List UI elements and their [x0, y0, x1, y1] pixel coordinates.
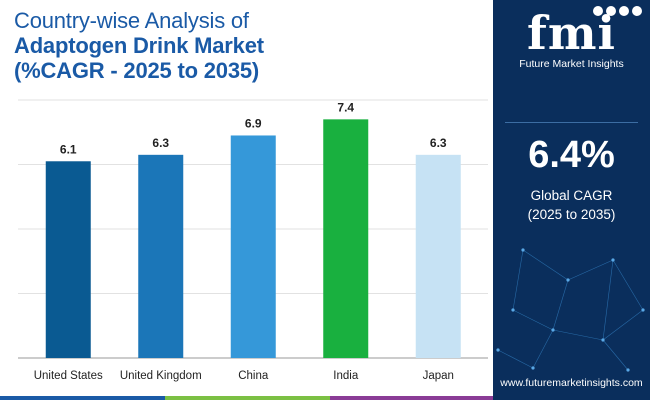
sidebar-divider — [505, 122, 638, 123]
data-label: 6.1 — [60, 142, 77, 156]
bottom-bar-segment — [165, 396, 330, 400]
logo-mark: fmi — [527, 6, 616, 60]
x-tick-label: United States — [34, 370, 103, 382]
data-label: 6.9 — [245, 116, 262, 130]
cagr-label-line-1: Global CAGR — [530, 188, 613, 203]
bar — [45, 161, 91, 358]
bottom-bar-segment — [0, 396, 165, 400]
fmi-logo: fmi Future Market Insights — [493, 8, 650, 70]
bar — [323, 119, 369, 358]
x-tick-labels: United States United Kingdom China India Jap… — [34, 370, 454, 382]
data-label: 6.3 — [152, 136, 169, 150]
data-label: 6.3 — [430, 136, 447, 150]
x-tick-label: United Kingdom — [120, 370, 202, 382]
data-label: 7.4 — [337, 100, 354, 114]
bottom-bar-segment — [330, 396, 493, 400]
sidebar-panel: fmi Future Market Insights 6.4% Global C… — [493, 0, 650, 400]
bars — [45, 119, 461, 358]
bottom-color-bar — [0, 396, 493, 400]
x-tick-label: Japan — [423, 370, 454, 382]
x-tick-label: China — [238, 370, 269, 382]
data-labels: 6.1 6.3 6.9 7.4 6.3 — [60, 100, 447, 156]
cagr-label-line-2: (2025 to 2035) — [527, 207, 616, 222]
title-line-1: Country-wise Analysis of — [14, 8, 249, 33]
bar — [138, 154, 184, 358]
bar — [230, 135, 276, 358]
global-cagr-value: 6.4% — [528, 134, 615, 176]
chart-title: Country-wise Analysis of Adaptogen Drink… — [14, 8, 264, 83]
global-cagr-label: Global CAGR (2025 to 2035) — [493, 186, 650, 224]
bar-chart: 6.1 6.3 6.9 7.4 6.3 United States United King… — [18, 99, 488, 382]
title-line-3: (%CAGR - 2025 to 2035) — [14, 58, 260, 83]
logo-icons — [593, 6, 642, 16]
title-line-2: Adaptogen Drink Market — [14, 33, 264, 58]
x-tick-label: India — [333, 370, 359, 382]
logo-subtitle: Future Market Insights — [519, 58, 624, 70]
network-decoration — [496, 248, 645, 372]
bar — [415, 154, 461, 358]
website-url: www.futuremarketinsights.com — [500, 377, 643, 389]
